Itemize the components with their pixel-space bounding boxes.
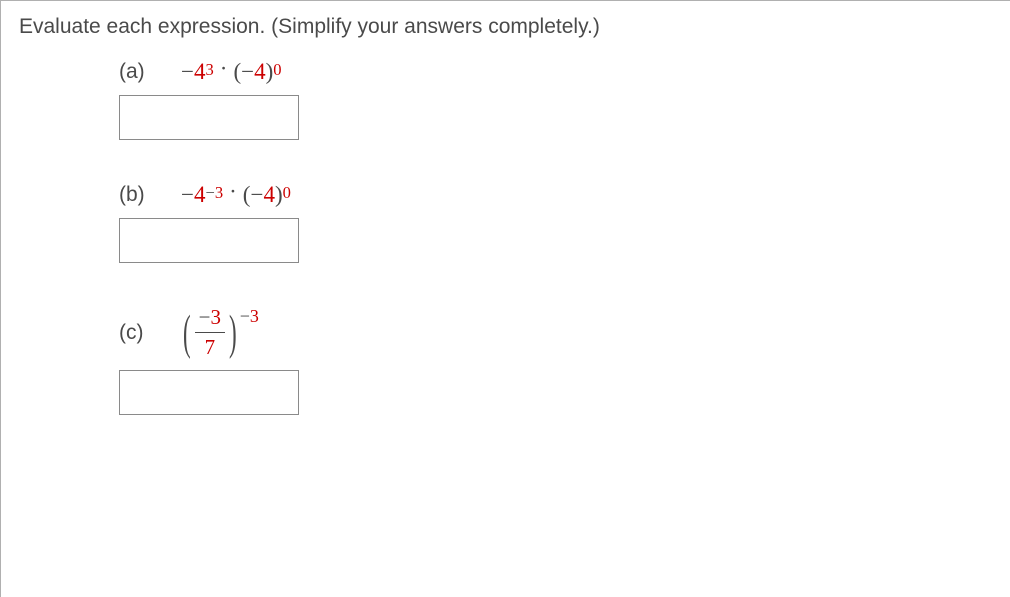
part-b-expression: −4−3 · (−4)0 (181, 182, 291, 208)
question-prompt: Evaluate each expression. (Simplify your… (19, 15, 992, 39)
question-container: Evaluate each expression. (Simplify your… (0, 0, 1010, 597)
part-b-row: (b) −4−3 · (−4)0 (119, 182, 992, 208)
part-b-answer-input[interactable] (119, 218, 299, 263)
c-outer-exp-sign: − (240, 306, 250, 326)
part-c-expression: ( −3 7 ) −3 (181, 305, 259, 360)
part-c-answer-input[interactable] (119, 370, 299, 415)
part-c-row: (c) ( −3 7 ) −3 (119, 305, 992, 360)
c-num-val: 3 (211, 305, 222, 329)
a-t2-close: ) (266, 59, 274, 85)
part-a-row: (a) −43 · (−4)0 (119, 59, 992, 85)
part-b: (b) −4−3 · (−4)0 (119, 182, 992, 263)
b-t1-sign: − (181, 182, 194, 208)
c-fraction: −3 7 (195, 305, 225, 360)
a-t2-base: 4 (254, 59, 266, 85)
b-t2-exp: 0 (283, 183, 291, 203)
c-numerator: −3 (195, 305, 225, 332)
part-b-label: (b) (119, 183, 181, 207)
part-a: (a) −43 · (−4)0 (119, 59, 992, 140)
a-cdot: · (214, 56, 234, 82)
b-t2-base: 4 (263, 182, 275, 208)
b-t2-open: ( (243, 182, 251, 208)
a-t1-exp: 3 (205, 60, 213, 80)
part-a-expression: −43 · (−4)0 (181, 59, 282, 85)
b-t1-exp-sign: − (205, 183, 214, 202)
b-t1-exp-wrap: −3 (205, 183, 223, 203)
b-t1-base: 4 (194, 182, 206, 208)
part-a-answer-input[interactable] (119, 95, 299, 140)
b-t2-close: ) (275, 182, 283, 208)
c-close-paren: ) (227, 308, 239, 356)
c-outer-exp-wrap: −3 (240, 306, 259, 327)
c-outer-exp: 3 (250, 306, 259, 326)
part-c-label: (c) (119, 321, 181, 345)
part-a-label: (a) (119, 60, 181, 84)
c-denominator: 7 (195, 332, 225, 360)
a-t1-base: 4 (194, 59, 206, 85)
c-open-paren: ( (181, 308, 193, 356)
c-num-sign: − (199, 305, 211, 329)
part-c: (c) ( −3 7 ) −3 (119, 305, 992, 415)
a-t1-sign: − (181, 59, 194, 85)
b-t2-sign: − (250, 182, 263, 208)
a-t2-sign: − (241, 59, 254, 85)
b-cdot: · (223, 179, 243, 205)
b-t1-exp: 3 (215, 183, 223, 202)
c-fraction-wrap: ( −3 7 ) (181, 305, 239, 360)
a-t2-open: ( (233, 59, 241, 85)
a-t2-exp: 0 (273, 60, 281, 80)
